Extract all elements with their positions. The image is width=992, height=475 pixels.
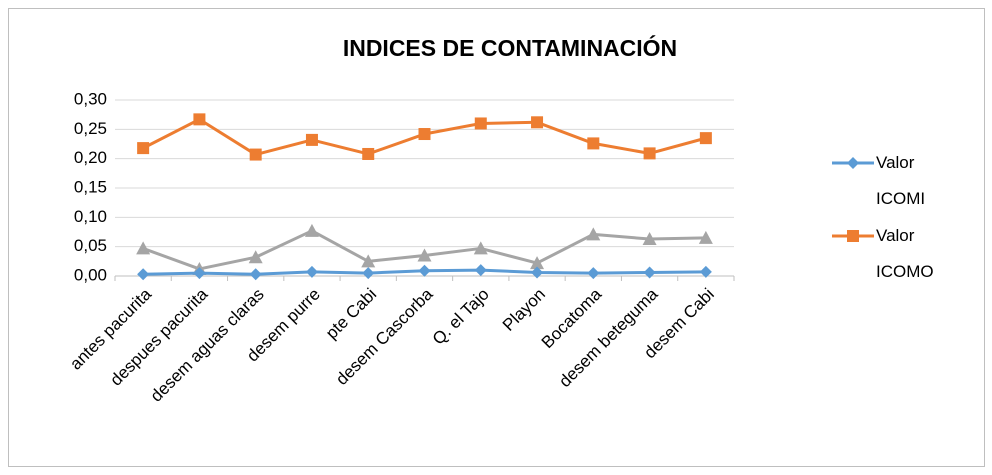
chart-title: INDICES DE CONTAMINACIÓN [343,34,677,61]
marker [473,241,488,255]
legend-item: Valor ICOMI [876,153,926,208]
legend-label: Valor ICOMI [876,153,926,208]
marker [417,248,432,262]
marker [305,265,318,278]
y-tick-label: 0,10 [74,207,107,226]
marker [531,266,544,279]
marker [642,232,657,246]
marker [193,113,206,126]
marker [643,266,656,279]
marker [418,264,431,277]
y-tick-label: 0,20 [74,148,107,167]
marker [698,230,713,244]
y-tick-label: 0,00 [74,265,107,284]
marker [305,133,318,146]
marker [249,268,262,281]
marker [304,223,319,237]
marker [362,267,375,280]
marker [248,250,263,264]
marker [643,147,656,160]
y-tick-label: 0,30 [74,89,107,108]
marker [530,256,545,270]
marker [699,132,712,145]
marker [137,142,150,155]
marker [847,157,859,169]
marker [193,267,206,280]
y-tick-label: 0,05 [74,236,107,255]
marker [699,265,712,278]
legend-item: Valor ICOMO [876,226,934,281]
marker [586,227,601,241]
marker [531,116,544,129]
legend-label: Valor ICOMO [876,226,934,281]
marker [474,117,487,130]
marker [587,137,600,150]
y-tick-label: 0,25 [74,119,107,138]
chart-frame [8,8,985,467]
marker [362,147,375,160]
marker [418,128,431,141]
marker [847,230,859,242]
marker [361,254,376,268]
marker [137,268,150,281]
marker [587,267,600,280]
marker [474,264,487,277]
marker [249,148,262,161]
marker [136,241,151,255]
y-tick-label: 0,15 [74,177,107,196]
